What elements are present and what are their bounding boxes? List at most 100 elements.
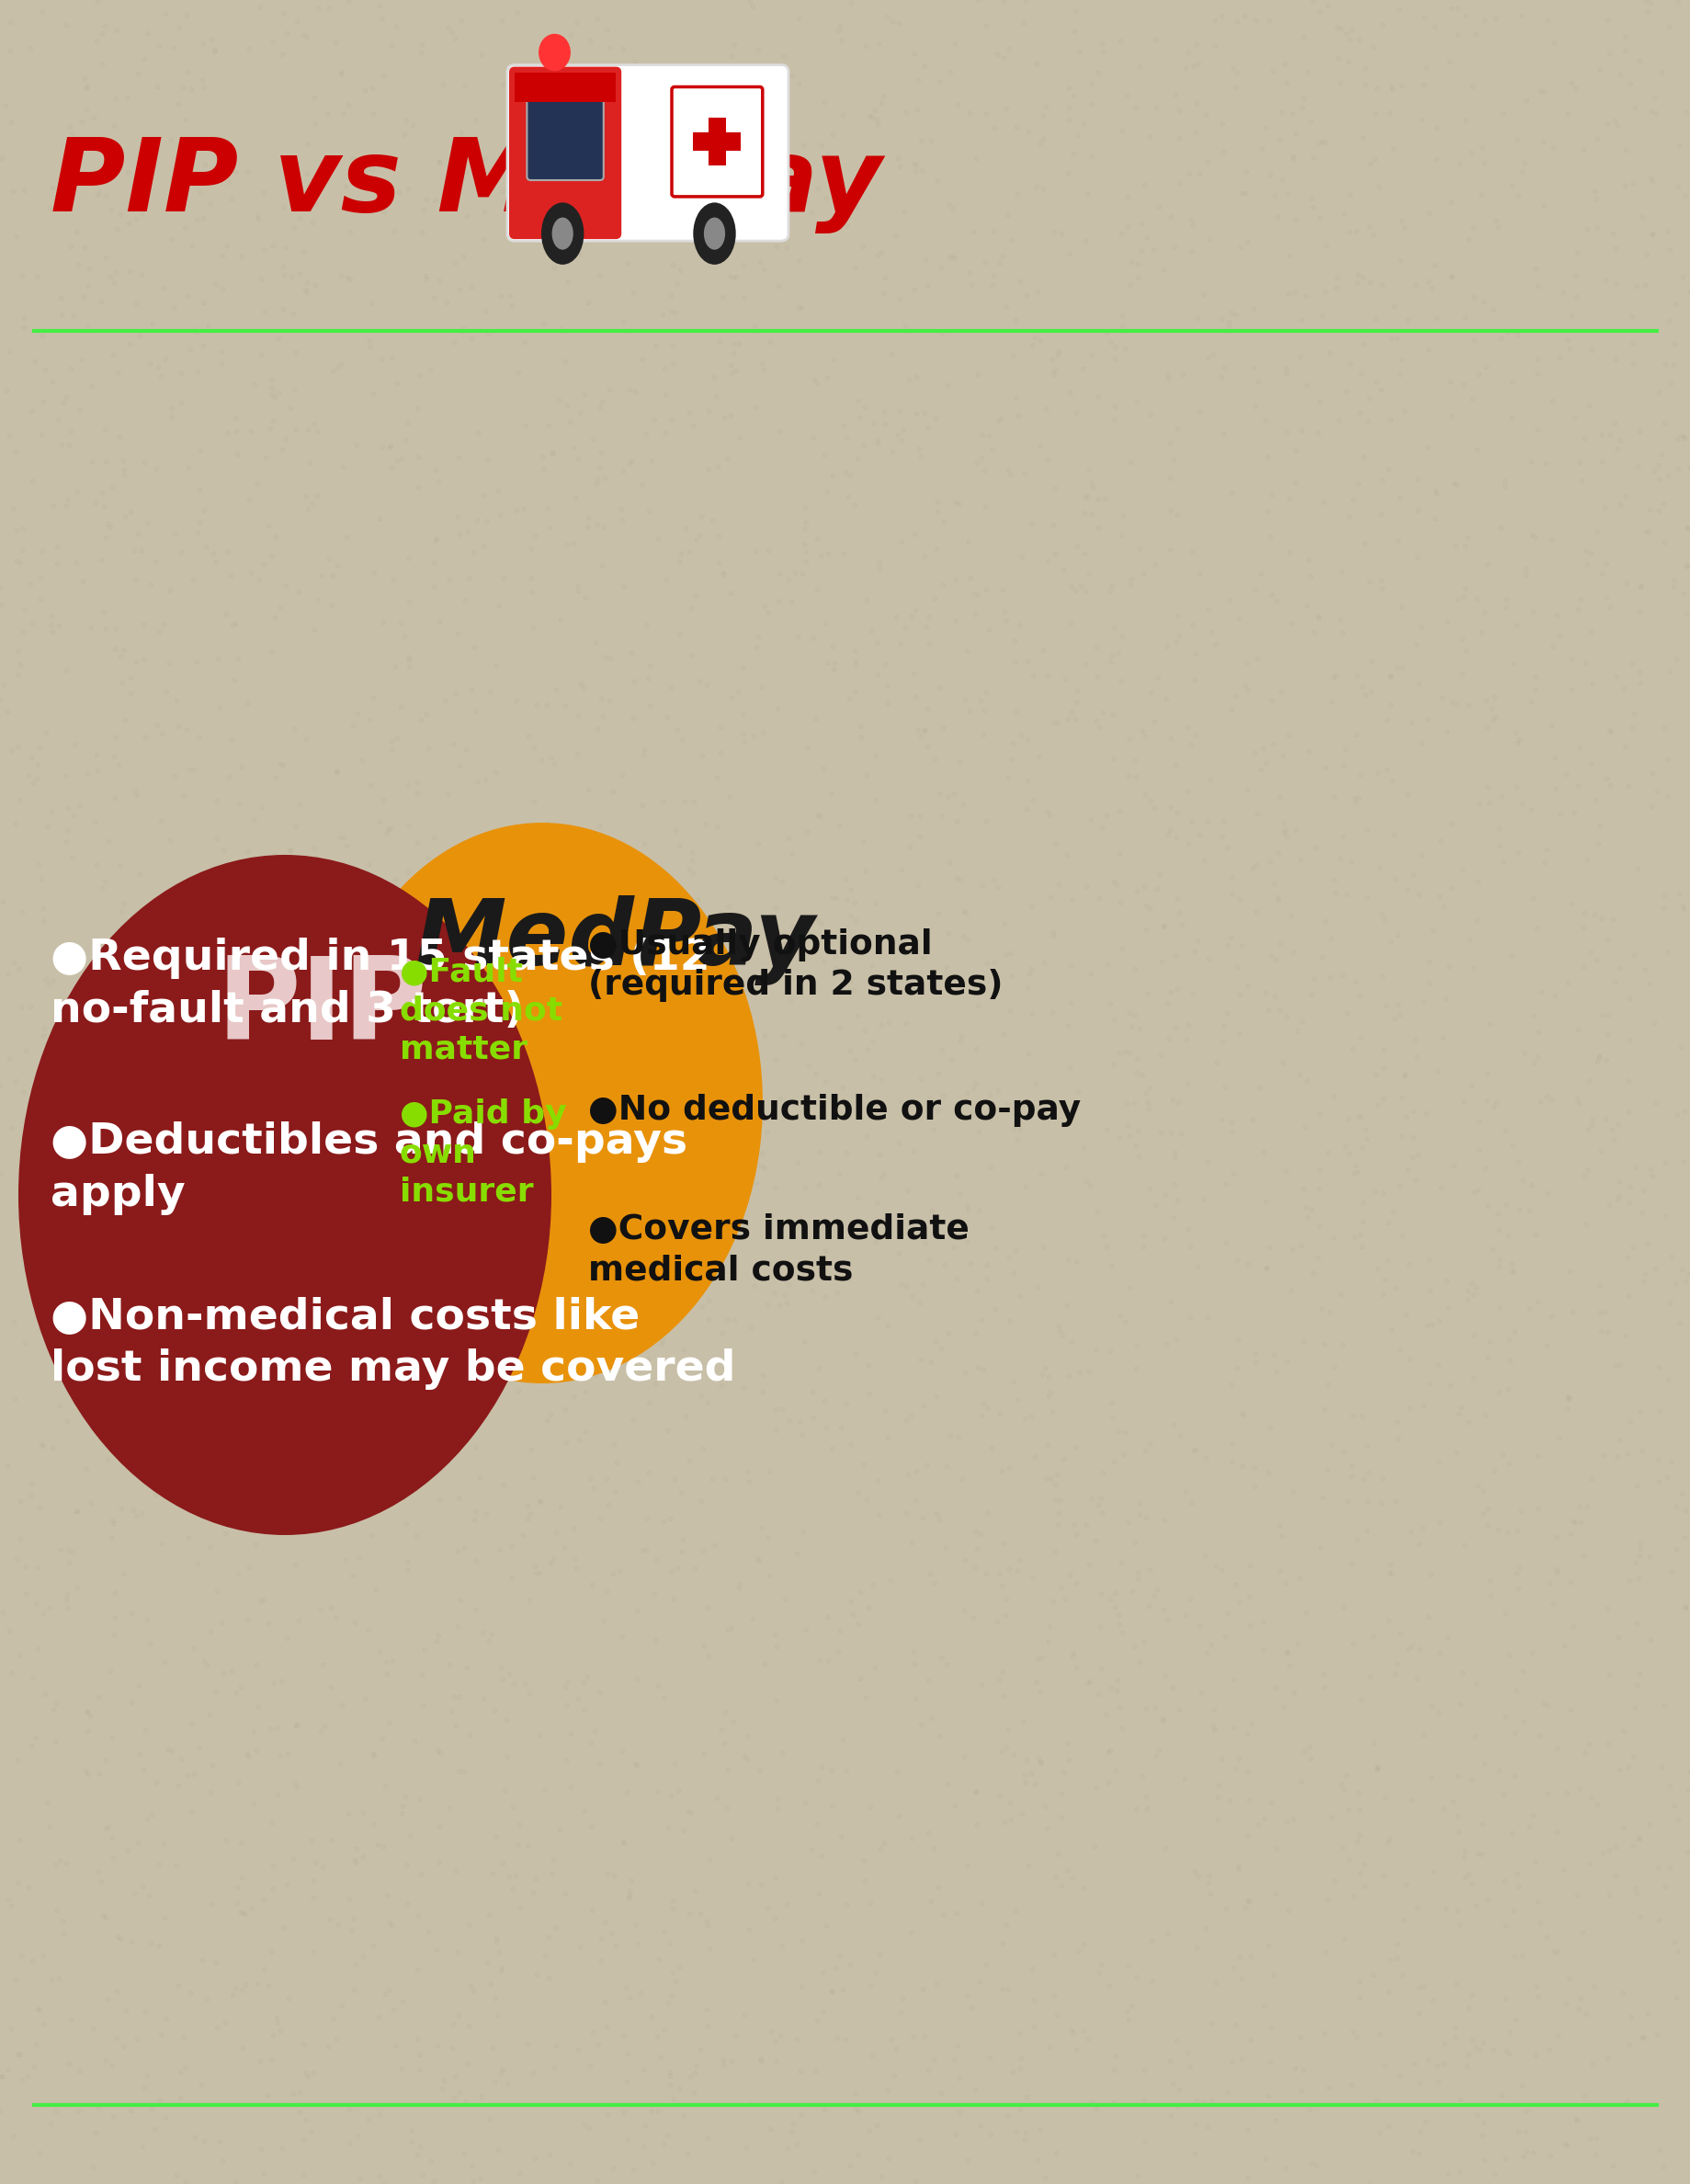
Point: [1068, 352, 1095, 387]
Point: [1268, 162, 1295, 197]
Point: [441, 20, 468, 55]
Point: [754, 533, 781, 568]
Point: [164, 1411, 191, 1446]
Point: [1494, 1372, 1521, 1406]
Point: [1254, 2079, 1281, 2114]
Point: [1039, 917, 1066, 952]
Point: [0, 2118, 27, 2153]
Point: [1024, 738, 1051, 773]
Point: [1246, 751, 1273, 786]
Point: [1126, 531, 1153, 566]
Point: [1078, 2086, 1105, 2121]
Point: [559, 1378, 586, 1413]
Point: [1653, 1459, 1680, 1494]
Point: [519, 609, 546, 644]
Point: [1126, 1485, 1153, 1520]
Point: [1560, 1607, 1587, 1642]
Point: [517, 1433, 544, 1468]
Point: [1367, 7, 1394, 41]
Point: [81, 100, 108, 135]
Point: [688, 1483, 715, 1518]
Point: [862, 103, 889, 138]
Point: [411, 1051, 438, 1085]
Point: [583, 507, 610, 542]
Point: [277, 832, 304, 867]
Point: [1350, 439, 1377, 474]
Point: [1604, 1621, 1631, 1655]
Point: [242, 1527, 269, 1562]
Point: [742, 389, 769, 424]
Point: [0, 87, 19, 122]
Point: [637, 2088, 664, 2123]
Point: [147, 716, 174, 751]
Point: [803, 1057, 830, 1092]
Point: [1406, 1631, 1433, 1666]
Point: [1148, 943, 1175, 978]
Point: [1521, 660, 1548, 695]
Point: [1215, 583, 1242, 618]
Point: [811, 1232, 838, 1267]
Point: [1100, 1575, 1127, 1610]
Point: [30, 1280, 57, 1315]
Point: [1053, 1725, 1080, 1760]
Point: [421, 183, 448, 218]
Point: [1031, 1461, 1058, 1496]
Point: [1203, 1780, 1230, 1815]
Point: [1413, 701, 1440, 736]
Point: [1440, 1149, 1467, 1184]
Point: [1043, 1998, 1070, 2033]
Point: [1506, 1192, 1533, 1227]
Point: [1306, 384, 1333, 419]
Point: [995, 31, 1022, 66]
Point: [818, 153, 845, 188]
Point: [928, 1330, 955, 1365]
Point: [186, 1090, 213, 1125]
Point: [505, 1313, 532, 1348]
Point: [1291, 1190, 1318, 1225]
Point: [1246, 1070, 1273, 1105]
Point: [289, 234, 316, 269]
Point: [257, 411, 284, 446]
Point: [735, 1911, 762, 1946]
Point: [392, 103, 419, 138]
Point: [549, 205, 576, 240]
Point: [521, 729, 548, 764]
Point: [629, 168, 656, 203]
Point: [521, 518, 548, 553]
Point: [1193, 341, 1220, 376]
Point: [1584, 122, 1611, 157]
Point: [213, 1422, 240, 1457]
Point: [331, 1542, 358, 1577]
Point: [1340, 1219, 1367, 1254]
Point: [313, 96, 340, 131]
Point: [181, 2121, 208, 2156]
Point: [806, 1133, 833, 1168]
Point: [1582, 2136, 1609, 2171]
Point: [897, 1398, 924, 1433]
Point: [91, 179, 118, 214]
Point: [1636, 159, 1663, 194]
Point: [1600, 965, 1627, 1000]
Point: [262, 380, 289, 415]
Point: [864, 422, 891, 456]
Point: [811, 85, 838, 120]
Point: [850, 1446, 877, 1481]
Point: [666, 871, 693, 906]
Point: [90, 489, 117, 524]
Point: [417, 2143, 444, 2177]
Point: [913, 269, 940, 304]
Point: [226, 1114, 253, 1149]
Point: [779, 836, 806, 871]
Point: [620, 843, 647, 878]
Point: [710, 59, 737, 94]
Point: [911, 1225, 938, 1260]
Point: [250, 234, 277, 269]
Point: [965, 1114, 992, 1149]
Point: [395, 1280, 422, 1315]
Point: [183, 1009, 210, 1044]
Point: [875, 2140, 902, 2175]
Point: [15, 758, 42, 793]
Point: [235, 483, 262, 518]
Point: [850, 1843, 877, 1878]
Point: [196, 1529, 223, 1564]
